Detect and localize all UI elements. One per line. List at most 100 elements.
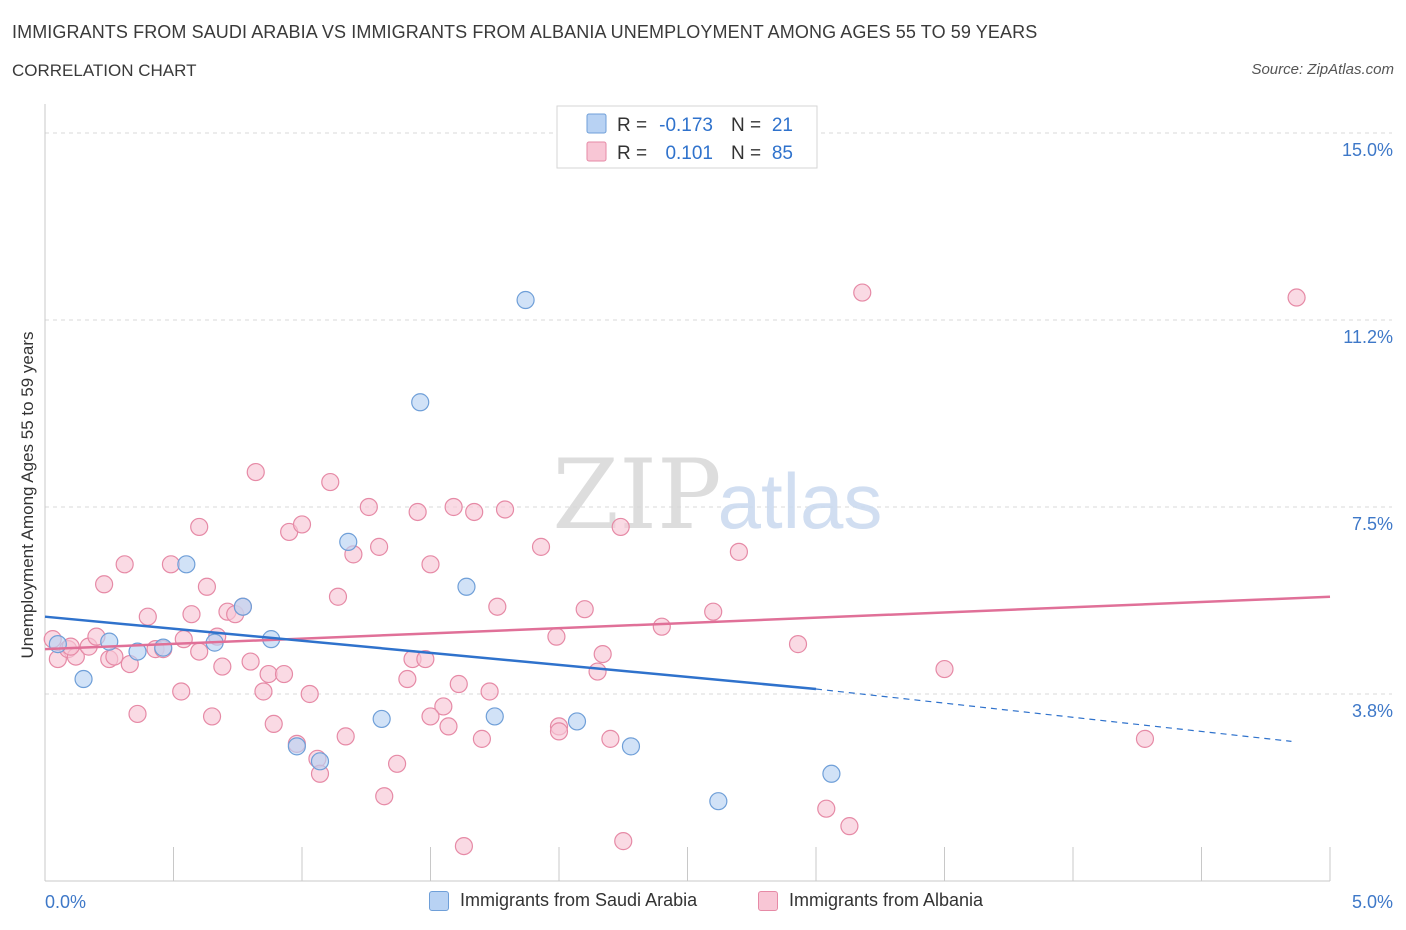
point-albania xyxy=(95,575,114,594)
legend-swatch-albania xyxy=(586,141,607,162)
point-albania xyxy=(128,704,147,724)
point-albania xyxy=(190,517,209,537)
legend-n-value-albania: 85 xyxy=(772,143,793,164)
y-tick-label: 11.2% xyxy=(1343,327,1393,347)
y-tick-label: 15.0% xyxy=(1342,140,1393,160)
point-albania xyxy=(601,729,620,748)
y-tick-label: 7.5% xyxy=(1352,514,1393,534)
point-albania xyxy=(274,664,294,684)
point-albania xyxy=(531,537,551,556)
point-saudi xyxy=(128,642,147,661)
point-saudi xyxy=(709,792,728,811)
point-albania xyxy=(416,649,435,669)
legend-swatch-saudi xyxy=(586,113,607,134)
point-saudi xyxy=(154,638,173,657)
point-albania xyxy=(213,657,232,676)
point-saudi xyxy=(621,737,641,756)
point-albania xyxy=(652,617,671,636)
point-albania xyxy=(1287,288,1306,307)
point-saudi xyxy=(74,669,93,689)
point-albania xyxy=(472,729,491,748)
point-albania xyxy=(246,462,265,482)
point-albania xyxy=(202,707,222,726)
point-albania xyxy=(454,836,474,856)
point-saudi xyxy=(457,577,476,596)
legend-item-albania: Immigrants from Albania xyxy=(758,890,983,911)
legend-label-albania: Immigrants from Albania xyxy=(789,890,984,910)
point-saudi xyxy=(567,712,587,731)
chart-subtitle: CORRELATION CHART xyxy=(12,61,197,80)
axes-layer xyxy=(44,104,1331,882)
point-saudi xyxy=(287,737,306,756)
trend-line-albania xyxy=(44,595,1331,651)
legend-item-saudi: Immigrants from Saudi Arabia xyxy=(429,890,697,911)
point-albania xyxy=(1135,729,1155,748)
point-albania xyxy=(421,555,440,574)
point-albania xyxy=(182,605,201,624)
legend-n-label-saudi: N = xyxy=(731,115,761,136)
point-albania xyxy=(588,662,607,681)
point-albania xyxy=(547,627,566,646)
point-albania xyxy=(264,714,283,734)
point-saudi xyxy=(233,597,252,616)
legend-r-label-albania: R = xyxy=(617,143,647,164)
point-albania xyxy=(292,515,312,534)
point-albania xyxy=(254,682,273,701)
point-albania xyxy=(729,542,749,561)
point-albania xyxy=(328,587,348,606)
legend-label-saudi: Immigrants from Saudi Arabia xyxy=(460,890,698,910)
watermark-atlas: atlas xyxy=(718,457,883,545)
legend-swatch-saudi-bottom xyxy=(429,890,449,911)
source-credit: Source: ZipAtlas.com xyxy=(1251,61,1394,78)
legend-r-value-albania: 0.101 xyxy=(665,143,713,164)
point-albania xyxy=(788,635,808,654)
legend-top: R = -0.173 N = 21 R = 0.101 N = 85 xyxy=(556,105,818,169)
point-albania xyxy=(575,600,594,619)
legend-bottom: Immigrants from Saudi Arabia Immigrants … xyxy=(0,890,1406,916)
y-axis-label: Unemployment Among Ages 55 to 59 years xyxy=(18,332,37,659)
y-tick-label: 3.8% xyxy=(1352,701,1393,721)
point-albania xyxy=(444,497,463,517)
point-albania xyxy=(161,555,181,574)
point-saudi xyxy=(372,709,391,729)
point-albania xyxy=(704,602,723,621)
point-albania xyxy=(549,722,569,741)
point-albania xyxy=(434,697,453,716)
x-tick-label: 0.0% xyxy=(45,892,86,912)
labels-layer: 15.0% 11.2% 7.5% 3.8% 0.0% 5.0% xyxy=(45,140,1393,912)
legend-r-label-saudi: R = xyxy=(617,115,647,136)
chart-title: IMMIGRANTS FROM SAUDI ARABIA VS IMMIGRAN… xyxy=(12,22,1038,42)
point-albania xyxy=(321,472,340,492)
point-albania xyxy=(241,652,260,671)
point-albania xyxy=(398,669,417,689)
point-saudi xyxy=(411,393,430,412)
trend-layer xyxy=(44,595,1331,742)
point-albania xyxy=(336,727,355,746)
trend-line-saudi-extrapolated xyxy=(815,688,1292,742)
point-albania xyxy=(593,644,612,664)
point-albania xyxy=(197,577,217,596)
point-albania xyxy=(138,607,157,626)
point-albania xyxy=(611,517,630,537)
point-albania xyxy=(387,754,407,773)
point-albania xyxy=(449,674,468,694)
trend-line-saudi xyxy=(44,615,817,691)
point-saudi xyxy=(822,764,841,783)
point-albania xyxy=(174,630,193,649)
legend-r-value-saudi: -0.173 xyxy=(659,115,713,136)
point-saudi xyxy=(485,707,504,726)
point-saudi xyxy=(177,555,196,574)
point-albania xyxy=(359,497,378,517)
point-albania xyxy=(408,502,427,522)
point-albania xyxy=(817,799,836,818)
point-albania xyxy=(840,817,859,836)
watermark-zip: ZIP xyxy=(552,439,721,551)
point-albania xyxy=(853,283,872,302)
legend-n-value-saudi: 21 xyxy=(772,115,793,136)
point-albania xyxy=(935,659,954,679)
point-albania xyxy=(488,597,507,616)
legend-swatch-albania-bottom xyxy=(758,890,778,911)
point-saudi xyxy=(339,532,358,551)
point-albania xyxy=(480,682,499,701)
